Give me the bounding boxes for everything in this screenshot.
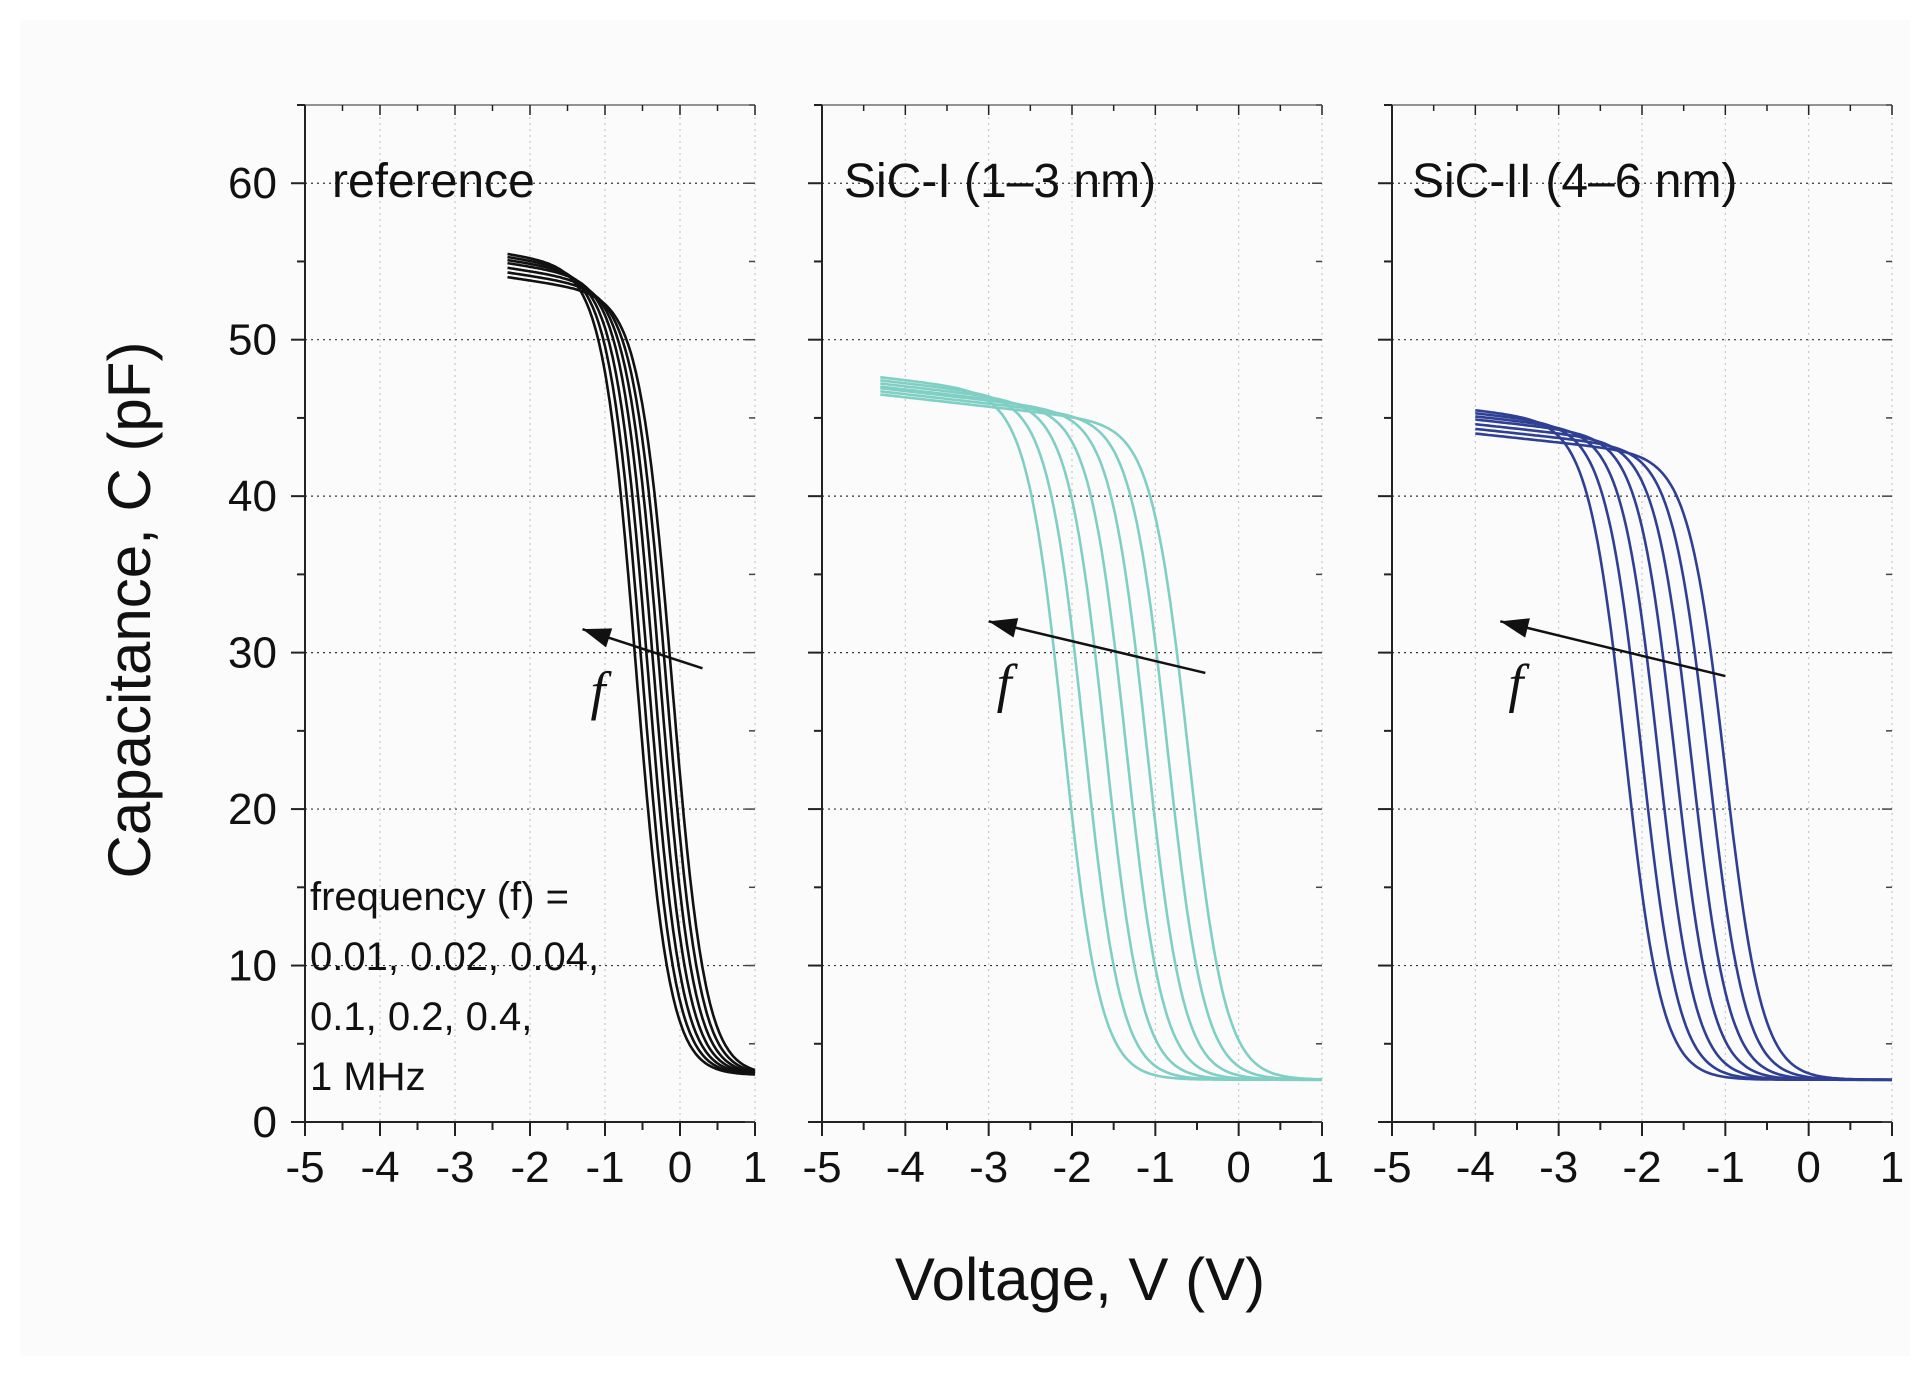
- x-tick-label: -1: [585, 1143, 624, 1192]
- cv-curve: [507, 266, 756, 1074]
- x-axis-title: Voltage, V (V): [895, 1246, 1265, 1313]
- panel-title: reference: [332, 155, 535, 208]
- x-tick-label: -1: [1136, 1143, 1175, 1192]
- cv-curve: [880, 386, 1322, 1081]
- cv-curve: [507, 252, 756, 1076]
- x-tick-label: 0: [668, 1143, 692, 1192]
- cv-curve: [1475, 432, 1892, 1081]
- x-tick-label: 1: [1310, 1143, 1334, 1192]
- annotations: reference SiC-I (1–3 nm) SiC-II (4–6 nm)f f…: [332, 155, 1737, 721]
- y-tick-label: 10: [228, 942, 277, 991]
- frequency-note-line-3: 0.1, 0.2, 0.4,: [310, 995, 532, 1039]
- x-tick-label: 1: [1880, 1143, 1904, 1192]
- cv-curve: [880, 393, 1323, 1081]
- y-tick-label: 60: [228, 159, 277, 208]
- x-tick-label: -4: [886, 1143, 925, 1192]
- cv-curve: [1475, 409, 1892, 1082]
- panel-title: SiC-I (1–3 nm): [844, 155, 1156, 208]
- x-tick-label: 1: [743, 1143, 767, 1192]
- x-tick-label: -2: [1052, 1143, 1091, 1192]
- panel-title: SiC-II (4–6 nm): [1412, 155, 1737, 208]
- cv-curve: [507, 255, 756, 1076]
- curves: [507, 252, 1892, 1082]
- frequency-arrowhead: [582, 628, 613, 648]
- cv-curve: [507, 275, 756, 1072]
- x-tick-label: -1: [1706, 1143, 1745, 1192]
- x-tick-label: -5: [802, 1143, 841, 1192]
- frequency-note-line-1: frequency (f) =: [310, 875, 569, 919]
- cv-curve: [507, 261, 756, 1075]
- x-tick-label: -4: [1456, 1143, 1495, 1192]
- figure-background: [20, 20, 1910, 1356]
- y-tick-label: 50: [228, 316, 277, 365]
- y-tick-label: 30: [228, 629, 277, 678]
- x-tick-label: -3: [969, 1143, 1008, 1192]
- frequency-arrowhead: [988, 618, 1019, 638]
- y-tick-label: 40: [228, 472, 277, 521]
- x-tick-label: 0: [1226, 1143, 1250, 1192]
- cv-curve: [507, 271, 756, 1073]
- y-tick-label: 0: [253, 1098, 277, 1147]
- frequency-note-line-4: 1 MHz: [310, 1055, 426, 1099]
- cv-curve: [507, 258, 756, 1076]
- cv-curve: [880, 376, 1322, 1082]
- x-tick-label: -5: [1372, 1143, 1411, 1192]
- x-tick-label: -4: [360, 1143, 399, 1192]
- x-tick-label: -5: [285, 1143, 324, 1192]
- x-tick-label: 0: [1796, 1143, 1820, 1192]
- frequency-note: frequency (f) = 0.01, 0.02, 0.04, 0.1, 0…: [310, 875, 599, 1099]
- x-tick-label: -2: [1622, 1143, 1661, 1192]
- frequency-arrowhead: [1500, 618, 1530, 638]
- frequency-arrow: [988, 620, 1206, 675]
- x-tick-label: -3: [1539, 1143, 1578, 1192]
- cv-curve: [880, 390, 1322, 1081]
- frequency-note-line-2: 0.01, 0.02, 0.04,: [310, 935, 599, 979]
- frequency-arrow: [1500, 620, 1726, 678]
- y-tick-label: 20: [228, 785, 277, 834]
- axes: [291, 104, 1893, 1136]
- y-axis-title: Capacitance, C (pF): [96, 342, 163, 879]
- x-tick-label: -2: [510, 1143, 549, 1192]
- x-tick-label: -3: [435, 1143, 474, 1192]
